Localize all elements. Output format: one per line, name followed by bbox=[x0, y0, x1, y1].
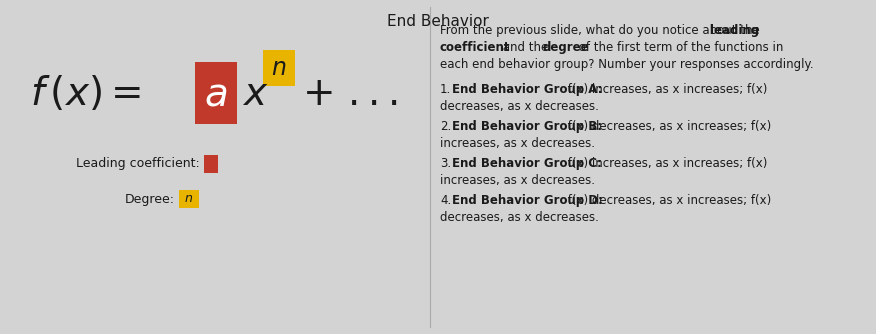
Text: $a$: $a$ bbox=[204, 75, 228, 113]
Text: End Behavior: End Behavior bbox=[387, 14, 489, 29]
FancyBboxPatch shape bbox=[204, 155, 218, 173]
Text: increases, as x decreases.: increases, as x decreases. bbox=[440, 137, 595, 150]
Text: $+\ ...$: $+\ ...$ bbox=[302, 75, 397, 113]
Text: $n$: $n$ bbox=[185, 192, 194, 205]
Text: degree: degree bbox=[542, 41, 590, 54]
Text: decreases, as x decreases.: decreases, as x decreases. bbox=[440, 211, 599, 224]
Text: Degree:: Degree: bbox=[125, 192, 175, 205]
Text: 2.: 2. bbox=[440, 120, 451, 133]
FancyBboxPatch shape bbox=[179, 190, 199, 208]
Text: decreases, as x decreases.: decreases, as x decreases. bbox=[440, 100, 599, 113]
Text: f(x) increases, as x increases; f(x): f(x) increases, as x increases; f(x) bbox=[564, 157, 767, 170]
Text: 4.: 4. bbox=[440, 194, 451, 207]
Text: f(x) decreases, as x increases; f(x): f(x) decreases, as x increases; f(x) bbox=[564, 120, 771, 133]
Text: $x$: $x$ bbox=[242, 75, 268, 113]
Text: f(x) increases, as x increases; f(x): f(x) increases, as x increases; f(x) bbox=[564, 83, 767, 96]
Text: leading: leading bbox=[710, 24, 759, 37]
Text: each end behavior group? Number your responses accordingly.: each end behavior group? Number your res… bbox=[440, 58, 814, 71]
Text: f(x) decreases, as x increases; f(x): f(x) decreases, as x increases; f(x) bbox=[564, 194, 771, 207]
Text: Leading coefficient:: Leading coefficient: bbox=[76, 158, 200, 170]
Text: of the first term of the functions in: of the first term of the functions in bbox=[575, 41, 783, 54]
Text: End Behavior Group D:: End Behavior Group D: bbox=[452, 194, 603, 207]
FancyBboxPatch shape bbox=[263, 50, 295, 86]
Text: End Behavior Group A:: End Behavior Group A: bbox=[452, 83, 602, 96]
Text: $n$: $n$ bbox=[272, 56, 286, 80]
Text: From the previous slide, what do you notice about the: From the previous slide, what do you not… bbox=[440, 24, 764, 37]
Text: End Behavior Group B:: End Behavior Group B: bbox=[452, 120, 602, 133]
FancyBboxPatch shape bbox=[195, 62, 237, 124]
Text: $f\,(x) =$: $f\,(x) =$ bbox=[30, 74, 141, 114]
Text: and the: and the bbox=[498, 41, 552, 54]
Text: increases, as x decreases.: increases, as x decreases. bbox=[440, 174, 595, 187]
Text: 1.: 1. bbox=[440, 83, 451, 96]
Text: End Behavior Group C:: End Behavior Group C: bbox=[452, 157, 602, 170]
Text: 3.: 3. bbox=[440, 157, 451, 170]
Text: coefficient: coefficient bbox=[440, 41, 511, 54]
